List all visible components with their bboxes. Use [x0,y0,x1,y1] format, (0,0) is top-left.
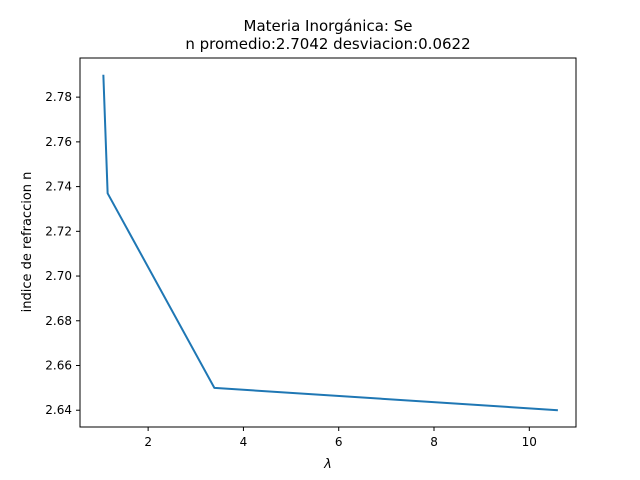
x-axis: 2 4 6 8 10 [144,427,537,449]
y-tick-label: 2.66 [45,359,72,373]
y-tick-label: 2.64 [45,403,72,417]
y-tick-label: 2.78 [45,90,72,104]
x-tick-label: 10 [522,435,537,449]
series-line [102,74,558,412]
y-tick-label: 2.74 [45,180,72,194]
y-tick-label: 2.72 [45,224,72,238]
y-axis: 2.64 2.66 2.68 2.70 2.72 2.74 2.76 2.78 [45,90,80,417]
y-tick-label: 2.70 [45,269,72,283]
x-tick-label: 4 [240,435,248,449]
chart-title: Materia Inorgánica: Se [244,17,413,35]
x-tick-label: 8 [430,435,438,449]
x-tick-label: 6 [335,435,343,449]
x-tick-label: 2 [144,435,152,449]
chart-subtitle: n promedio:2.7042 desviacion:0.0622 [185,35,470,53]
plot-frame [79,57,577,428]
plot-area [102,74,558,412]
y-tick-label: 2.68 [45,314,72,328]
x-axis-label: λ [323,457,332,472]
y-tick-label: 2.76 [45,135,72,149]
y-axis-label: indice de refraccion n [20,172,35,313]
